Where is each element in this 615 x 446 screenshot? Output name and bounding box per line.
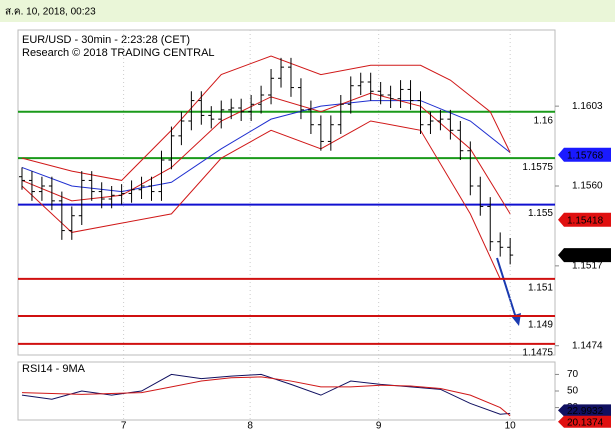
x-tick-label: 10 xyxy=(505,421,517,432)
chart-title: EUR/USD - 30min - 2:23:28 (CET) xyxy=(22,34,190,46)
header-bar xyxy=(0,0,615,22)
price-tag-label: 1.15768 xyxy=(567,150,604,161)
price-tag xyxy=(558,147,611,162)
rsi-tag-label: 20.1374 xyxy=(567,417,604,428)
price-panel xyxy=(17,29,556,356)
rsi-tick-label: 70 xyxy=(567,369,579,380)
y-tick-label: 1.1603 xyxy=(572,101,603,112)
level-label: 1.1475 xyxy=(522,347,553,358)
x-tick-label: 7 xyxy=(121,421,127,432)
level-label: 1.1575 xyxy=(522,162,553,173)
level-label: 1.155 xyxy=(528,208,553,219)
level-label: 1.151 xyxy=(528,282,553,293)
price-tag-label: 1.15228 xyxy=(567,251,604,262)
rsi-tag xyxy=(558,415,611,428)
chart-subtitle: Research © 2018 TRADING CENTRAL xyxy=(22,47,215,59)
price-tag-label: 1.15418 xyxy=(567,215,604,226)
rsi-title: RSI14 - 9MA xyxy=(22,363,86,375)
y-tick-label: 1.1474 xyxy=(572,340,603,351)
price-tag xyxy=(558,248,611,263)
forecast-arrow xyxy=(496,257,517,319)
overlay-line xyxy=(21,55,511,181)
level-label: 1.16 xyxy=(534,115,554,126)
rsi-tag xyxy=(558,404,611,417)
x-tick-label: 9 xyxy=(376,421,382,432)
y-tick-label: 1.1560 xyxy=(572,181,603,192)
level-label: 1.149 xyxy=(528,320,553,331)
rsi-line xyxy=(21,376,511,417)
y-tick-label: 1.1517 xyxy=(572,260,603,271)
overlay-line xyxy=(21,100,511,193)
price-tag xyxy=(558,212,611,227)
rsi-tick-label: 50 xyxy=(567,386,579,397)
rsi-tag-label: 22.9932 xyxy=(567,406,604,417)
timestamp: ส.ค. 10, 2018, 00:23 xyxy=(5,7,96,18)
x-tick-label: 8 xyxy=(247,421,253,432)
overlay-line xyxy=(21,120,501,280)
